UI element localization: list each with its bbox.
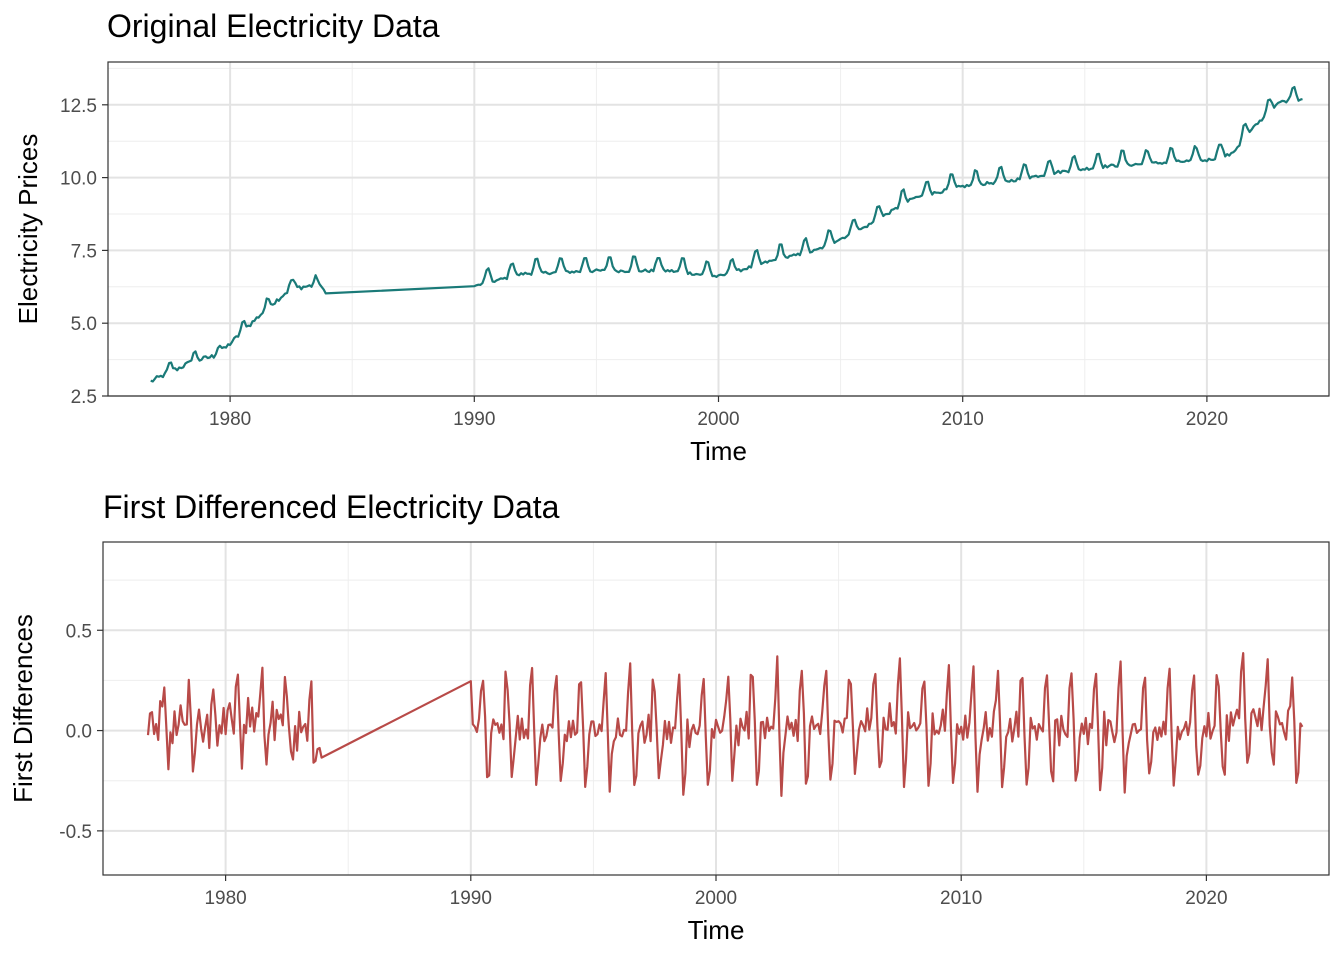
chart-1-y-tick-label: 12.5 bbox=[60, 96, 97, 117]
plot-2-panel-border bbox=[102, 541, 1330, 876]
chart-2-title: First Differenced Electricity Data bbox=[103, 489, 560, 525]
series-electricity-prices-line bbox=[150, 85, 1303, 383]
chart-2-y-tick-label: 0.5 bbox=[66, 621, 92, 642]
chart-1-y-axis-label: Electricity Prices bbox=[13, 134, 43, 325]
chart-1-x-tick-label: 1990 bbox=[453, 409, 495, 430]
chart-1-y-tick-label: 2.5 bbox=[71, 387, 97, 408]
chart-1-y-tick-label: 5.0 bbox=[71, 314, 97, 335]
chart-1-y-tick-label: 10.0 bbox=[60, 169, 97, 190]
chart-1-title: Original Electricity Data bbox=[107, 8, 440, 44]
chart-2-y-axis-label: First Differences bbox=[8, 614, 38, 803]
series-first-differences-line bbox=[146, 652, 1304, 797]
plot-1-panel-border bbox=[107, 61, 1330, 397]
chart-2-x-tick-label: 1990 bbox=[450, 888, 492, 909]
chart-1-x-tick-label: 1980 bbox=[209, 409, 251, 430]
chart-1-x-tick-label: 2000 bbox=[697, 409, 739, 430]
chart-2-x-axis-label: Time bbox=[688, 915, 745, 945]
chart-2-x-tick-label: 2010 bbox=[940, 888, 982, 909]
chart-2-x-tick-label: 2000 bbox=[695, 888, 737, 909]
chart-1-x-tick-label: 2010 bbox=[942, 409, 984, 430]
chart-1-electricity-prices: 1980 1990 2000 2010 2020 2.5 5.0 7.5 10.0 12.5 Ti… bbox=[13, 61, 1330, 466]
chart-2-first-differences: 1980 1990 2000 2010 2020 -0.5 0.0 0.5 Time Firs… bbox=[8, 541, 1330, 945]
chart-2-y-tick-label: -0.5 bbox=[59, 822, 92, 843]
chart-1-x-axis-label: Time bbox=[690, 436, 747, 466]
chart-2-x-tick-label: 1980 bbox=[204, 888, 246, 909]
chart-2-y-tick-label: 0.0 bbox=[66, 722, 92, 743]
chart-2-x-tick-label: 2020 bbox=[1185, 888, 1227, 909]
chart-1-y-tick-label: 7.5 bbox=[71, 241, 97, 262]
chart-1-x-tick-label: 2020 bbox=[1186, 409, 1228, 430]
